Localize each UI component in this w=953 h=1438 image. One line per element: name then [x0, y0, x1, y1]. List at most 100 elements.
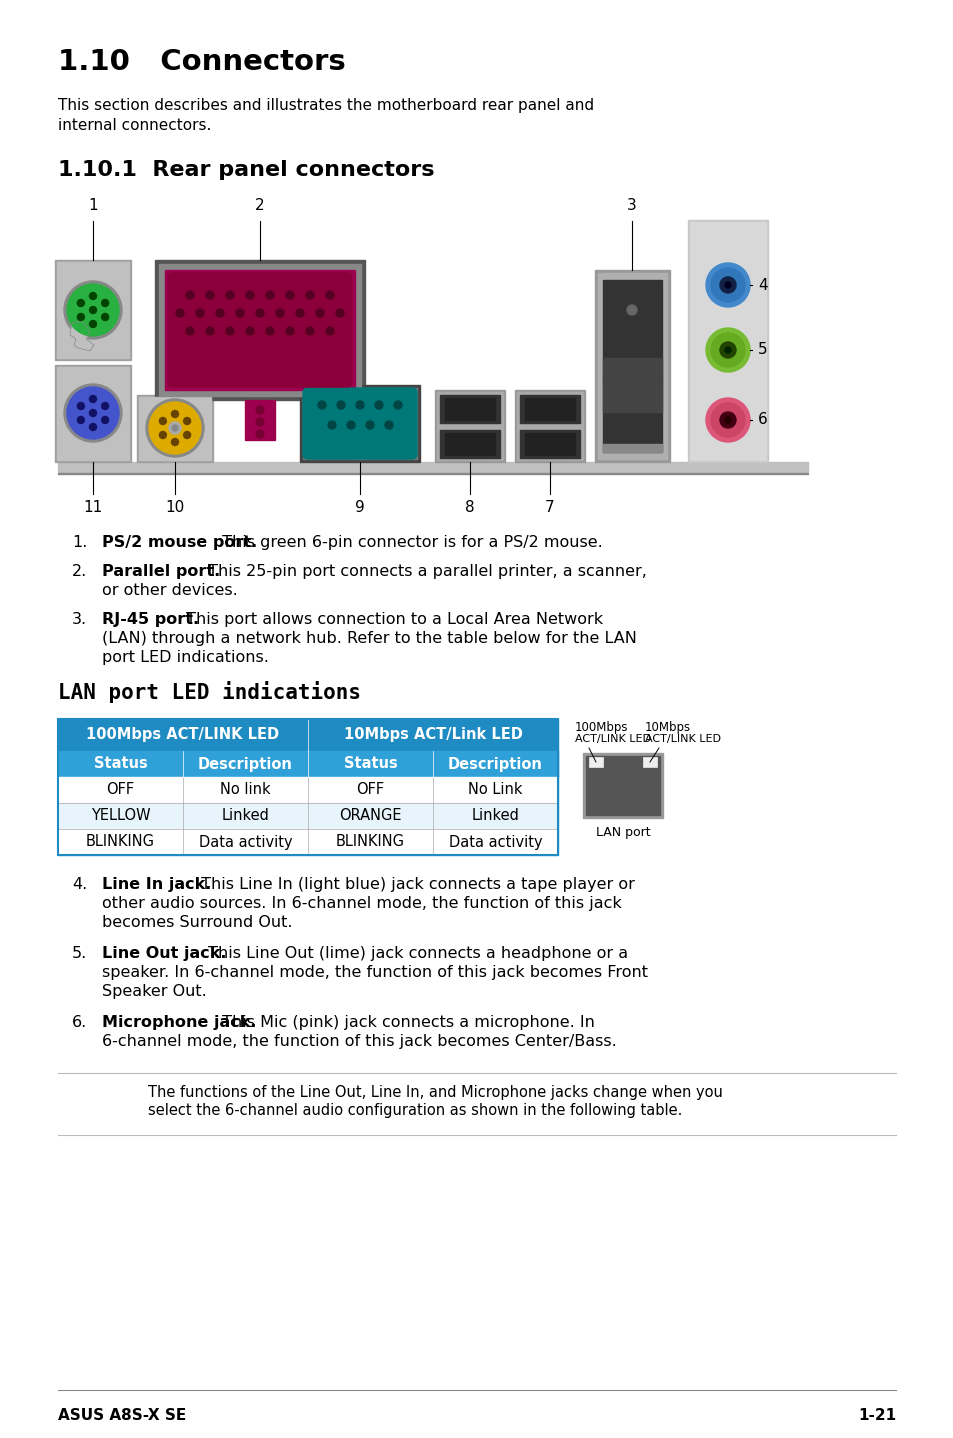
Circle shape: [295, 309, 304, 316]
Text: 8: 8: [465, 500, 475, 515]
Text: RJ-45 port.: RJ-45 port.: [102, 613, 199, 627]
Bar: [55, 365, 131, 462]
Circle shape: [71, 288, 115, 332]
Circle shape: [102, 299, 109, 306]
Bar: [595, 270, 669, 462]
Bar: [439, 395, 499, 423]
Text: ASUS A8S-X SE: ASUS A8S-X SE: [58, 1408, 186, 1424]
Text: BLINKING: BLINKING: [86, 834, 154, 850]
Bar: [139, 397, 211, 460]
Circle shape: [71, 391, 115, 436]
Text: ORANGE: ORANGE: [339, 808, 401, 824]
Circle shape: [235, 309, 244, 316]
Circle shape: [710, 267, 744, 302]
Text: This green 6-pin connector is for a PS/2 mouse.: This green 6-pin connector is for a PS/2…: [217, 535, 602, 549]
Text: 10: 10: [165, 500, 185, 515]
Text: 1: 1: [88, 198, 98, 213]
Bar: [444, 433, 495, 454]
Bar: [57, 262, 129, 358]
Circle shape: [186, 326, 193, 335]
Text: Description: Description: [198, 756, 293, 772]
Bar: [159, 265, 360, 395]
Circle shape: [172, 410, 178, 417]
Text: Parallel port.: Parallel port.: [102, 564, 220, 580]
Bar: [588, 756, 602, 766]
Circle shape: [77, 313, 84, 321]
Bar: [689, 221, 765, 460]
Text: 1.: 1.: [71, 535, 88, 549]
Circle shape: [206, 290, 213, 299]
Text: or other devices.: or other devices.: [102, 582, 237, 598]
Text: 6-channel mode, the function of this jack becomes Center/Bass.: 6-channel mode, the function of this jac…: [102, 1034, 616, 1048]
Text: 100Mbps: 100Mbps: [575, 720, 628, 733]
Circle shape: [77, 299, 84, 306]
Text: 5: 5: [758, 342, 767, 358]
Text: speaker. In 6-channel mode, the function of this jack becomes Front: speaker. In 6-channel mode, the function…: [102, 965, 647, 981]
Text: Linked: Linked: [221, 808, 269, 824]
Bar: [58, 802, 558, 828]
Circle shape: [275, 309, 284, 316]
Bar: [58, 719, 558, 856]
Circle shape: [705, 328, 749, 372]
Text: ACT/LINK LED: ACT/LINK LED: [644, 733, 720, 743]
Text: This 25-pin port connects a parallel printer, a scanner,: This 25-pin port connects a parallel pri…: [203, 564, 646, 580]
Circle shape: [328, 421, 335, 429]
Text: The functions of the Line Out, Line In, and Microphone jacks change when you: The functions of the Line Out, Line In, …: [148, 1086, 722, 1100]
Text: select the 6-channel audio configuration as shown in the following table.: select the 6-channel audio configuration…: [148, 1103, 681, 1117]
FancyBboxPatch shape: [303, 388, 416, 459]
Text: BLINKING: BLINKING: [335, 834, 405, 850]
Circle shape: [720, 342, 735, 358]
Text: 4.: 4.: [71, 877, 87, 892]
Circle shape: [724, 417, 730, 423]
Circle shape: [206, 326, 213, 335]
Bar: [444, 398, 495, 420]
Bar: [687, 220, 767, 462]
Text: Status: Status: [343, 756, 397, 772]
Circle shape: [255, 309, 264, 316]
Text: Data activity: Data activity: [198, 834, 292, 850]
Bar: [58, 719, 558, 856]
Text: This port allows connection to a Local Area Network: This port allows connection to a Local A…: [181, 613, 602, 627]
Text: 1.10.1  Rear panel connectors: 1.10.1 Rear panel connectors: [58, 160, 434, 180]
Circle shape: [720, 278, 735, 293]
Bar: [165, 270, 355, 390]
Text: becomes Surround Out.: becomes Surround Out.: [102, 915, 293, 930]
Circle shape: [266, 290, 274, 299]
Circle shape: [326, 326, 334, 335]
Circle shape: [159, 417, 166, 424]
Circle shape: [724, 282, 730, 288]
Text: 1.10   Connectors: 1.10 Connectors: [58, 47, 345, 76]
Text: Speaker Out.: Speaker Out.: [102, 984, 207, 999]
Text: No Link: No Link: [468, 782, 522, 798]
Text: 11: 11: [83, 500, 103, 515]
Circle shape: [255, 430, 264, 439]
Circle shape: [146, 398, 204, 457]
Text: Status: Status: [93, 756, 147, 772]
Circle shape: [159, 431, 166, 439]
Text: 10Mbps: 10Mbps: [644, 720, 690, 733]
Text: ACT/LINK LED: ACT/LINK LED: [575, 733, 650, 743]
Bar: [137, 395, 213, 462]
Text: 6: 6: [758, 413, 767, 427]
Bar: [602, 358, 661, 383]
Circle shape: [366, 421, 374, 429]
FancyBboxPatch shape: [168, 273, 352, 387]
Circle shape: [67, 283, 119, 336]
Text: Microphone jack.: Microphone jack.: [102, 1015, 256, 1030]
Circle shape: [152, 406, 196, 450]
Circle shape: [326, 290, 334, 299]
Text: OFF: OFF: [107, 782, 134, 798]
Text: Linked: Linked: [471, 808, 518, 824]
Circle shape: [336, 401, 345, 408]
Circle shape: [226, 326, 233, 335]
Circle shape: [90, 410, 96, 417]
Text: port LED indications.: port LED indications.: [102, 650, 269, 664]
Text: other audio sources. In 6-channel mode, the function of this jack: other audio sources. In 6-channel mode, …: [102, 896, 621, 912]
Bar: [55, 260, 131, 360]
Bar: [57, 367, 129, 460]
Circle shape: [286, 326, 294, 335]
Circle shape: [77, 417, 84, 424]
Circle shape: [306, 290, 314, 299]
Text: 3: 3: [626, 198, 637, 213]
Circle shape: [77, 403, 84, 410]
